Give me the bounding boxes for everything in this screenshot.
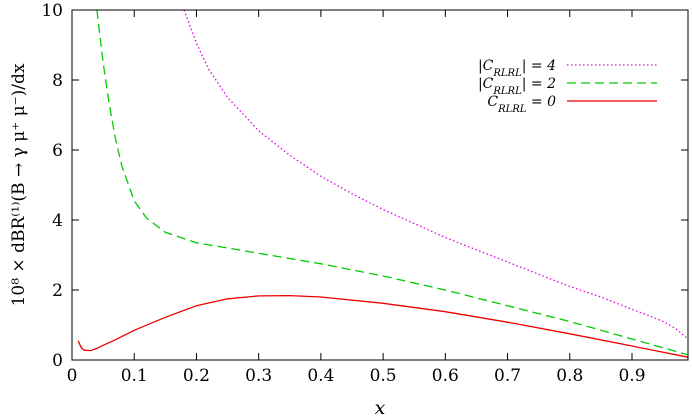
ticks-layer: 0 0.1 0.2 0.3 0.4 0.5 0.6 0.7 0.8 0.9 0 2 4 6 8 10	[41, 1, 688, 386]
legend-label-3: CRLRL = 0	[487, 94, 556, 115]
y-tick-label: 0	[52, 351, 63, 371]
x-tick-label: 0.9	[618, 366, 645, 386]
x-tick-label: 0.5	[370, 366, 397, 386]
x-axis-label: x	[375, 397, 386, 418]
y-axis-label: 10⁸ × dBR⁽¹⁾(B → γ μ⁺ μ⁻)/dx	[9, 63, 29, 306]
plot-frame	[71, 9, 689, 361]
series-layer	[77, 10, 688, 358]
x-tick-label: 0.3	[245, 366, 272, 386]
y-tick-label: 8	[52, 71, 63, 91]
legend-label-2: |CRLRL| = 2	[478, 76, 556, 97]
x-tick-label: 0.2	[183, 366, 210, 386]
x-tick-label: 0.6	[432, 366, 459, 386]
y-tick-label: 4	[52, 211, 63, 231]
y-tick-label: 10	[41, 1, 63, 21]
series-line-2	[96, 10, 688, 356]
x-tick-label: 0.4	[307, 366, 334, 386]
x-tick-label: 0	[67, 366, 78, 386]
legend-label-1: |CRLRL| = 4	[478, 58, 556, 79]
x-tick-label: 0.1	[121, 366, 148, 386]
series-line-1	[183, 10, 688, 340]
x-tick-label: 0.7	[494, 366, 521, 386]
x-tick-label: 0.8	[556, 366, 583, 386]
series-line-3	[77, 294, 688, 358]
y-tick-label: 6	[52, 141, 63, 161]
y-tick-label: 2	[52, 281, 63, 301]
